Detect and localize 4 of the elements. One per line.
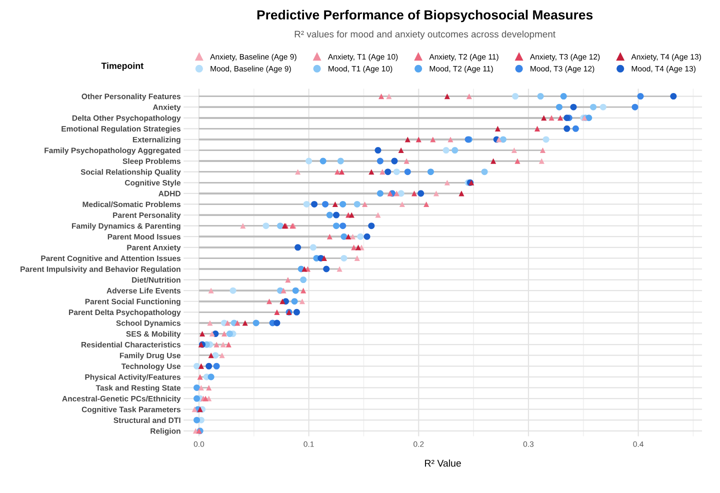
chart-subtitle: R² values for mood and anxiety outcomes across development — [294, 30, 556, 40]
x-axis-title: R² Value — [425, 460, 461, 467]
legend-title: Timepoint — [101, 62, 144, 71]
chart-title: Predictive Performance of Biopsychosocial Measures — [257, 10, 593, 22]
